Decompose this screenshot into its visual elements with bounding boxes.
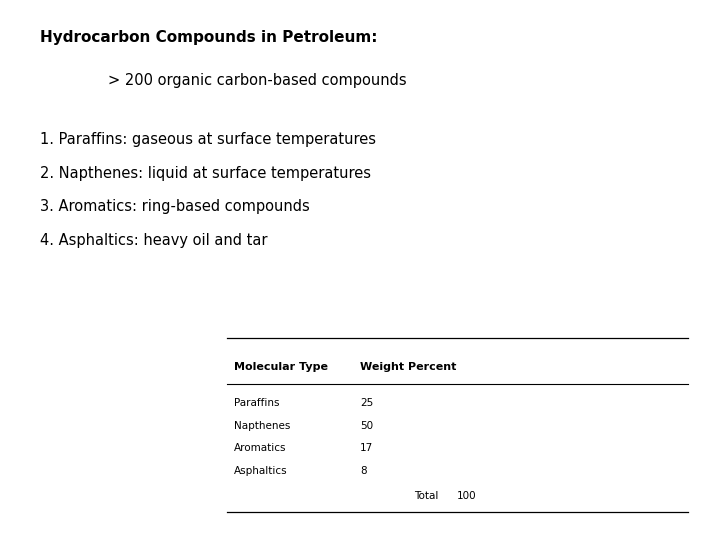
Text: Hydrocarbon Compounds in Petroleum:: Hydrocarbon Compounds in Petroleum: (40, 30, 377, 45)
Text: Napthenes: Napthenes (234, 421, 290, 431)
Text: 4. Asphaltics: heavy oil and tar: 4. Asphaltics: heavy oil and tar (40, 233, 267, 248)
Text: 100: 100 (457, 491, 477, 502)
Text: 3. Aromatics: ring-based compounds: 3. Aromatics: ring-based compounds (40, 199, 310, 214)
Text: 8: 8 (360, 466, 366, 476)
Text: 17: 17 (360, 443, 373, 454)
Text: Total: Total (414, 491, 438, 502)
Text: 2. Napthenes: liquid at surface temperatures: 2. Napthenes: liquid at surface temperat… (40, 166, 371, 181)
Text: Asphaltics: Asphaltics (234, 466, 287, 476)
Text: > 200 organic carbon-based compounds: > 200 organic carbon-based compounds (108, 73, 407, 88)
Text: Paraffins: Paraffins (234, 398, 279, 408)
Text: 50: 50 (360, 421, 373, 431)
Text: 25: 25 (360, 398, 373, 408)
Text: Aromatics: Aromatics (234, 443, 287, 454)
Text: Molecular Type: Molecular Type (234, 362, 328, 372)
Text: Weight Percent: Weight Percent (360, 362, 456, 372)
Text: 1. Paraffins: gaseous at surface temperatures: 1. Paraffins: gaseous at surface tempera… (40, 132, 376, 147)
